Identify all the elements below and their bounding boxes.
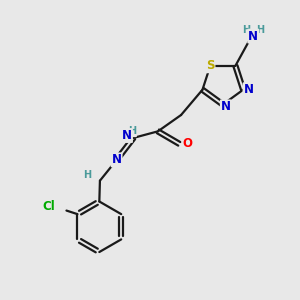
Text: H: H [83, 170, 92, 180]
Text: H: H [256, 25, 264, 34]
Text: Cl: Cl [42, 200, 55, 214]
Text: N: N [221, 100, 231, 113]
Text: N: N [248, 30, 258, 43]
Text: H: H [242, 25, 250, 34]
Text: O: O [183, 137, 193, 150]
Text: N: N [122, 129, 132, 142]
Text: N: N [244, 83, 254, 96]
Text: N: N [112, 153, 122, 167]
Text: H: H [128, 126, 136, 136]
Text: S: S [206, 59, 214, 72]
